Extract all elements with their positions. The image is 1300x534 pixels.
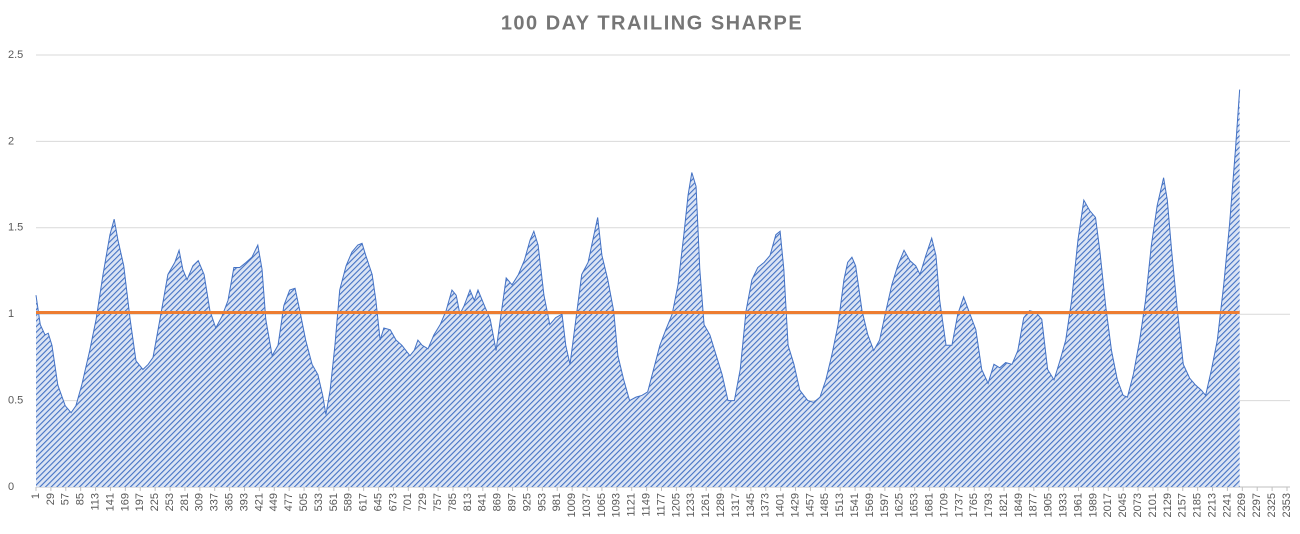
x-tick-label: 1765 [968,493,980,517]
x-tick-label: 169 [119,493,131,511]
x-tick-label: 2297 [1251,493,1263,517]
x-tick-label: 1261 [700,493,712,517]
x-tick-label: 253 [164,493,176,511]
x-tick-label: 477 [283,493,295,511]
x-tick-label: 729 [417,493,429,511]
x-tick-label: 2269 [1236,493,1248,517]
x-tick-label: 1401 [775,493,787,517]
x-tick-label: 869 [492,493,504,511]
x-tick-label: 1429 [789,493,801,517]
x-tick-label: 1541 [849,493,861,517]
x-tick-label: 505 [298,493,310,511]
x-tick-label: 1065 [596,493,608,517]
x-tick-label: 897 [506,493,518,511]
y-tick-label: 2.5 [8,49,23,61]
x-tick-label: 813 [462,493,474,511]
x-tick-label: 1317 [730,493,742,517]
x-tick-label: 953 [536,493,548,511]
x-tick-label: 1933 [1058,493,1070,517]
x-tick-label: 2017 [1102,493,1114,517]
x-tick-label: 2073 [1132,493,1144,517]
x-tick-label: 365 [224,493,236,511]
x-tick-label: 1149 [641,493,653,517]
x-tick-label: 589 [343,493,355,511]
x-tick-label: 2353 [1281,493,1293,517]
x-tick-label: 309 [194,493,206,511]
x-tick-label: 57 [60,493,72,505]
x-tick-label: 1093 [611,493,623,517]
x-tick-label: 2241 [1221,493,1233,517]
x-tick-label: 1625 [894,493,906,517]
x-tick-label: 533 [313,493,325,511]
x-tick-label: 85 [75,493,87,505]
x-tick-label: 141 [104,493,116,511]
x-tick-label: 1569 [864,493,876,517]
x-tick-label: 1 [30,493,42,499]
y-tick-label: 0 [8,481,14,493]
x-tick-label: 2157 [1177,493,1189,517]
x-tick-label: 421 [253,493,265,511]
x-tick-label: 1597 [879,493,891,517]
x-tick-label: 1457 [804,493,816,517]
x-tick-label: 645 [372,493,384,511]
x-tick-label: 1653 [909,493,921,517]
x-tick-label: 2101 [1147,493,1159,517]
x-tick-label: 785 [447,493,459,511]
y-tick-label: 1.5 [8,222,23,234]
x-tick-label: 1037 [581,493,593,517]
x-tick-label: 2045 [1117,493,1129,517]
x-tick-label: 113 [89,493,101,511]
x-tick-label: 337 [209,493,221,511]
x-tick-label: 2213 [1206,493,1218,517]
x-tick-label: 281 [179,493,191,511]
x-tick-label: 1821 [998,493,1010,517]
x-tick-label: 925 [521,493,533,511]
x-tick-label: 701 [402,493,414,511]
x-tick-label: 2185 [1192,493,1204,517]
x-tick-label: 1289 [715,493,727,517]
x-tick-label: 1009 [566,493,578,517]
x-tick-label: 197 [134,493,146,511]
x-tick-label: 1989 [1087,493,1099,517]
x-tick-label: 449 [268,493,280,511]
x-tick-label: 673 [387,493,399,511]
x-tick-label: 1681 [923,493,935,517]
x-tick-label: 1793 [983,493,995,517]
x-tick-label: 841 [477,493,489,511]
x-tick-label: 2325 [1266,493,1278,517]
x-tick-label: 1877 [1028,493,1040,517]
y-tick-label: 0.5 [8,395,23,407]
x-tick-label: 1345 [745,493,757,517]
x-tick-label: 981 [551,493,563,511]
x-tick-label: 1177 [655,493,667,517]
x-tick-label: 561 [328,493,340,511]
x-tick-label: 757 [432,493,444,511]
x-tick-label: 1709 [938,493,950,517]
x-tick-label: 1737 [953,493,965,517]
x-tick-label: 393 [238,493,250,511]
x-tick-label: 29 [45,493,57,505]
x-tick-label: 2129 [1162,493,1174,517]
x-tick-label: 1373 [760,493,772,517]
x-tick-label: 225 [149,493,161,511]
x-tick-label: 617 [358,493,370,511]
area-fill [36,89,1240,487]
y-tick-label: 1 [8,308,14,320]
x-tick-label: 1233 [685,493,697,517]
chart-title: 100 DAY TRAILING SHARPE [501,12,803,34]
x-tick-label: 1513 [834,493,846,517]
x-tick-label: 1961 [1072,493,1084,517]
x-tick-label: 1849 [1013,493,1025,517]
x-tick-label: 1905 [1043,493,1055,517]
x-tick-label: 1205 [670,493,682,517]
x-tick-label: 1485 [819,493,831,517]
x-tick-label: 1121 [626,493,638,517]
y-tick-label: 2 [8,135,14,147]
